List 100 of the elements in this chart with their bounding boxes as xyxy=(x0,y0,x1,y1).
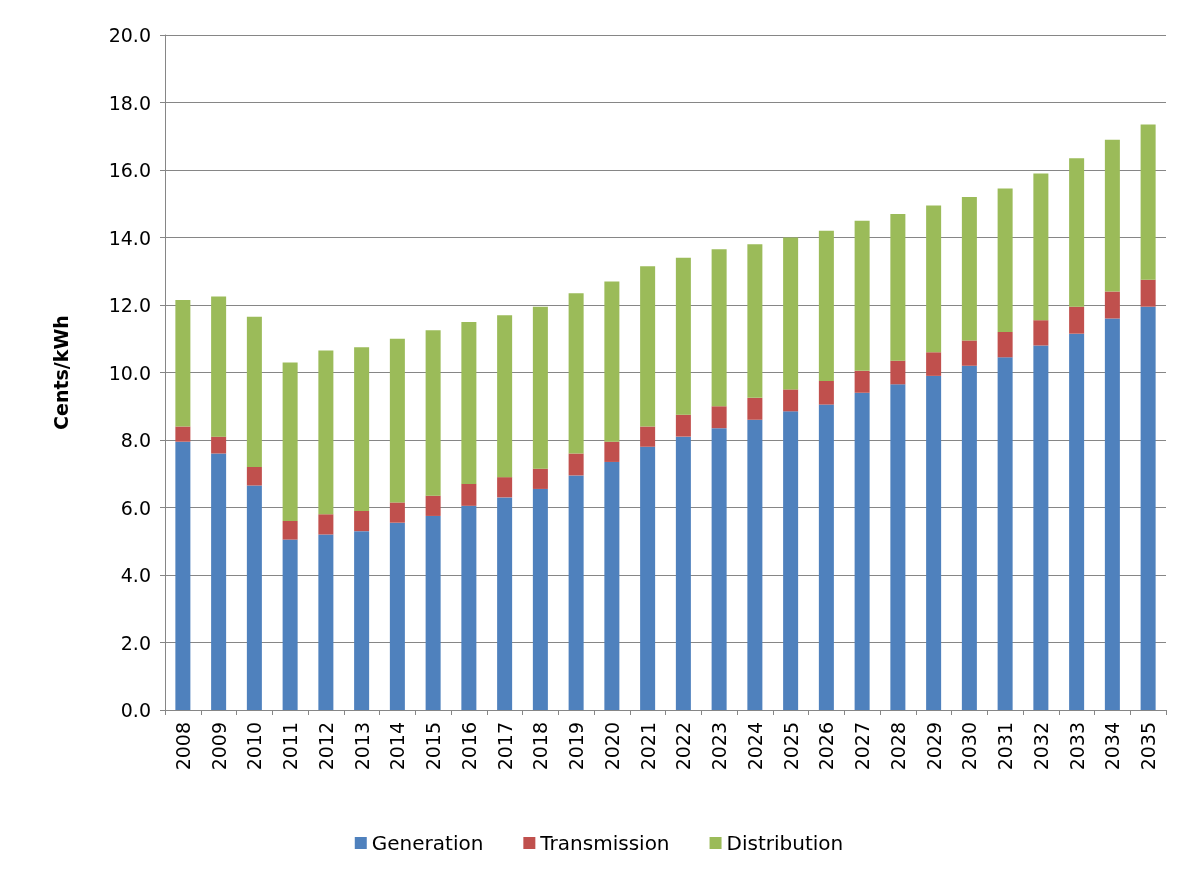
bar xyxy=(640,446,656,710)
bar xyxy=(175,299,191,427)
bar xyxy=(675,436,691,710)
x-tick-label: 2023 xyxy=(708,722,731,771)
bar xyxy=(818,380,834,405)
bar xyxy=(854,392,870,710)
x-tick-label: 2022 xyxy=(672,722,695,771)
x-tick-label: 2032 xyxy=(1029,722,1052,771)
y-tick-label: 14.0 xyxy=(108,226,151,249)
y-tick-label: 8.0 xyxy=(120,429,151,451)
bar xyxy=(282,362,298,521)
bar xyxy=(389,522,405,710)
legend-label: Distribution xyxy=(726,831,844,855)
bar xyxy=(604,281,620,442)
x-tick-label: 2016 xyxy=(457,722,480,771)
bar xyxy=(425,515,441,710)
bar xyxy=(783,237,799,390)
x-tick-label: 2012 xyxy=(314,722,337,771)
bar xyxy=(890,384,906,710)
bar xyxy=(711,406,727,429)
bar xyxy=(1069,333,1085,710)
bar xyxy=(711,428,727,710)
bar xyxy=(961,365,977,710)
legend-label: Generation xyxy=(371,831,484,855)
bar xyxy=(640,266,656,427)
bar xyxy=(389,338,405,503)
x-tick-label: 2019 xyxy=(565,722,588,771)
bar xyxy=(318,514,334,535)
y-tick-label: 20.0 xyxy=(108,24,151,46)
x-tick-label: 2021 xyxy=(636,722,659,771)
bar xyxy=(1069,306,1085,334)
x-tick-label: 2010 xyxy=(243,722,266,771)
bar xyxy=(532,488,548,710)
bar xyxy=(747,397,763,420)
x-tick-label: 2033 xyxy=(1065,722,1088,771)
legend-label: Transmission xyxy=(539,831,670,855)
bar xyxy=(211,296,227,437)
bar xyxy=(1140,306,1156,710)
bar xyxy=(282,521,298,540)
bar xyxy=(890,213,906,361)
bar xyxy=(497,477,513,498)
bar xyxy=(318,350,334,515)
bar xyxy=(211,453,227,710)
bar xyxy=(461,483,477,506)
bar xyxy=(1033,345,1049,710)
bar xyxy=(246,485,262,710)
bar xyxy=(997,188,1013,332)
bar xyxy=(854,220,870,371)
bar xyxy=(675,257,691,415)
bar xyxy=(568,293,584,454)
x-tick-label: 2017 xyxy=(493,722,516,771)
bar xyxy=(1140,279,1156,307)
bar xyxy=(354,347,370,511)
x-tick-label: 2031 xyxy=(994,722,1017,771)
bar xyxy=(818,230,834,381)
bar xyxy=(532,306,548,469)
bar xyxy=(711,249,727,407)
bar xyxy=(497,315,513,478)
y-tick-label: 12.0 xyxy=(108,294,151,316)
bar xyxy=(961,340,977,366)
bar xyxy=(1104,291,1120,319)
y-tick-label: 2.0 xyxy=(120,631,151,654)
bar xyxy=(604,441,620,462)
x-tick-label: 2020 xyxy=(600,722,623,771)
x-tick-label: 2018 xyxy=(529,722,552,771)
bar xyxy=(1140,124,1156,280)
bar xyxy=(1033,320,1049,346)
bar xyxy=(818,404,834,710)
bar xyxy=(1033,173,1049,321)
bar xyxy=(532,468,548,489)
y-tick-label: 10.0 xyxy=(108,361,151,384)
y-tick-label: 4.0 xyxy=(120,564,151,586)
bar xyxy=(640,426,656,447)
bar xyxy=(783,411,799,710)
x-tick-label: 2034 xyxy=(1101,722,1124,771)
bar xyxy=(747,244,763,398)
bar xyxy=(890,360,906,385)
x-tick-label: 2013 xyxy=(350,722,373,771)
x-tick-label: 2025 xyxy=(779,722,802,771)
bar xyxy=(175,441,191,710)
x-tick-label: 2011 xyxy=(279,722,302,771)
bar xyxy=(211,436,227,454)
bar xyxy=(389,502,405,523)
bar xyxy=(675,414,691,437)
bar xyxy=(568,453,584,476)
y-tick-label: 6.0 xyxy=(120,496,151,519)
bar xyxy=(246,316,262,467)
bar xyxy=(604,461,620,710)
bar xyxy=(461,321,477,484)
x-tick-label: 2035 xyxy=(1137,722,1160,771)
bar xyxy=(1104,139,1120,292)
bar xyxy=(783,389,799,412)
x-tick-label: 2024 xyxy=(743,722,766,771)
bar xyxy=(854,370,870,393)
y-tick-label: 16.0 xyxy=(108,159,151,181)
bar xyxy=(497,497,513,710)
bar xyxy=(425,330,441,496)
bar xyxy=(568,475,584,710)
bar xyxy=(425,495,441,516)
x-tick-label: 2015 xyxy=(422,722,445,771)
